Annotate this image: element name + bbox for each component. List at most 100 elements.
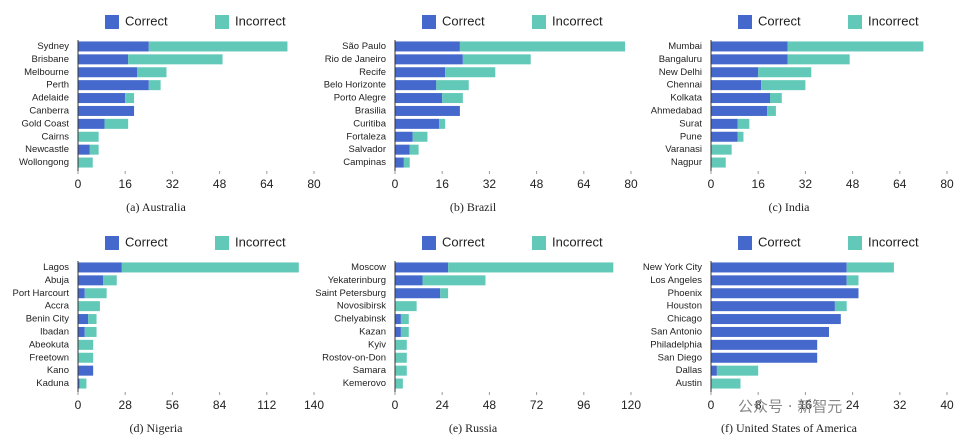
y-tick-label: Benin City [26, 314, 70, 325]
legend-label: Incorrect [868, 13, 919, 28]
bar-segment [148, 80, 161, 91]
y-tick-label: Newcastle [25, 144, 69, 155]
y-tick-label: Curitiba [353, 118, 386, 129]
bar-segment [737, 118, 750, 129]
bar-segment [78, 365, 94, 376]
y-tick-label: Brasilia [355, 105, 387, 116]
x-tick-label: 80 [307, 177, 321, 191]
y-tick-label: Cairns [42, 131, 70, 142]
bar-segment [711, 93, 770, 104]
x-tick-label: 16 [752, 177, 766, 191]
bar-segment [78, 118, 105, 129]
bar-segment [711, 314, 841, 325]
bar-segment [758, 67, 812, 78]
x-tick-label: 64 [893, 177, 907, 191]
x-tick-label: 16 [119, 177, 133, 191]
legend-swatch [215, 236, 229, 250]
bar-segment [395, 378, 403, 389]
y-tick-label: Adelaide [32, 93, 69, 104]
bar-segment [711, 301, 835, 312]
legend-label: Correct [758, 13, 801, 28]
bar-segment [395, 118, 440, 129]
y-tick-label: New Delhi [659, 67, 702, 78]
bar-segment [400, 314, 409, 325]
y-tick-label: Salvador [349, 144, 387, 155]
legend-label: Incorrect [868, 234, 919, 249]
y-tick-label: San Diego [658, 352, 702, 363]
panel-title: (e) Russia [449, 421, 498, 435]
bar-segment [137, 67, 167, 78]
legend-swatch [422, 236, 436, 250]
y-tick-label: Chicago [667, 314, 702, 325]
x-tick-label: 24 [436, 398, 450, 412]
x-tick-label: 64 [577, 177, 591, 191]
y-tick-label: Pune [680, 131, 702, 142]
panel-title: (b) Brazil [450, 200, 497, 214]
bar-segment [78, 352, 94, 363]
y-tick-label: Bangaluru [659, 54, 702, 65]
y-tick-label: Ibadan [40, 326, 69, 337]
bar-segment [711, 67, 759, 78]
bar-segment [711, 365, 717, 376]
bar-segment [770, 93, 782, 104]
bar-segment [148, 41, 288, 52]
y-tick-label: Rio de Janeiro [325, 54, 386, 65]
bar-segment [78, 80, 149, 91]
y-tick-label: Gold Coast [21, 118, 69, 129]
bar-segment [409, 144, 419, 155]
x-tick-label: 48 [846, 177, 860, 191]
bar-segment [400, 326, 409, 337]
bar-segment [79, 378, 87, 389]
x-tick-label: 80 [940, 177, 954, 191]
bar-segment [125, 93, 135, 104]
y-tick-label: Canberra [29, 105, 69, 116]
bar-segment [121, 262, 299, 273]
bar-segment [445, 67, 496, 78]
bar-segment [436, 80, 469, 91]
bar-segment [846, 262, 894, 273]
y-tick-label: Saint Petersburg [315, 288, 386, 299]
bar-segment [78, 41, 149, 52]
bar-segment [78, 67, 137, 78]
x-tick-label: 112 [257, 398, 276, 412]
x-tick-label: 96 [577, 398, 591, 412]
x-tick-label: 64 [260, 177, 274, 191]
legend-label: Incorrect [235, 234, 286, 249]
x-tick-label: 24 [846, 398, 860, 412]
bar-segment [711, 326, 829, 337]
bar-segment [711, 288, 859, 299]
y-tick-label: New York City [643, 262, 702, 273]
bar-segment [787, 54, 850, 65]
y-tick-label: Philadelphia [650, 339, 702, 350]
y-tick-label: Mumbai [668, 41, 702, 52]
panel-title: (f) United States of America [721, 421, 858, 435]
x-tick-label: 72 [530, 398, 544, 412]
x-tick-label: 32 [893, 398, 907, 412]
bar-segment [78, 339, 94, 350]
legend-swatch [105, 236, 119, 250]
bar-segment [395, 301, 417, 312]
legend-label: Correct [442, 13, 485, 28]
y-tick-label: San Antonio [651, 326, 702, 337]
bar-segment [395, 144, 410, 155]
x-tick-label: 0 [75, 398, 82, 412]
y-tick-label: Brisbane [32, 54, 70, 65]
y-tick-label: São Paulo [342, 41, 386, 52]
bar-segment [78, 131, 99, 142]
x-tick-label: 0 [392, 177, 399, 191]
bar-segment [78, 54, 129, 65]
bar-segment [78, 314, 89, 325]
bar-segment [78, 288, 85, 299]
legend-label: Correct [125, 13, 168, 28]
y-tick-label: Moscow [351, 262, 386, 273]
y-tick-label: Kano [47, 365, 69, 376]
bar-segment [395, 339, 407, 350]
y-tick-label: Austin [676, 378, 702, 389]
x-tick-label: 80 [624, 177, 638, 191]
bar-segment [711, 352, 818, 363]
x-tick-label: 32 [483, 177, 497, 191]
y-tick-label: Nagpur [671, 157, 702, 168]
bar-segment [711, 41, 788, 52]
legend-label: Correct [125, 234, 168, 249]
